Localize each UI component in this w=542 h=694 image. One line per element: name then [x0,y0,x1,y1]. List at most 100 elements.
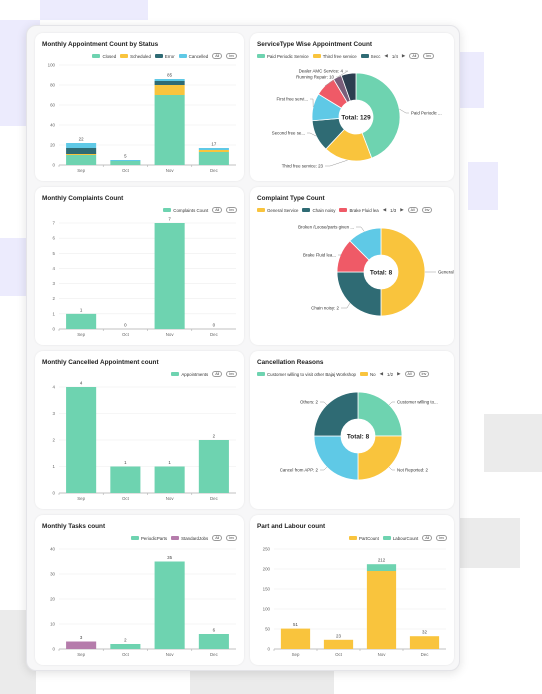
inv-button[interactable]: Inv [436,534,447,542]
chart-legend: PeriodicParts StandardJobs All Inv [130,534,237,542]
legend-item-appointments[interactable]: Appointments [171,372,208,377]
legend-item-error[interactable]: Error [154,53,175,59]
background-block [460,52,484,108]
all-button[interactable]: All [407,206,418,214]
legend-item-general-service[interactable]: General Service [257,208,298,213]
data-label: 23 [336,633,341,638]
legend-item-periodic-parts[interactable]: PeriodicParts [130,536,167,541]
inv-button[interactable]: Inv [226,52,237,60]
legend-item-closed[interactable]: Closed [92,54,116,59]
card-title: Monthly Complaints Count [42,195,124,202]
bar [323,639,354,649]
legend-item-third-free[interactable]: Third free service [312,54,357,59]
x-tick-label: Nov [166,332,175,337]
label-leader [356,226,365,232]
legend-item-part-count[interactable]: PartCount [349,536,379,541]
donut-total: Total: 129 [341,115,371,122]
all-button[interactable]: All [212,534,223,542]
legend-item-customer-willing[interactable]: Customer willing to visit other Bajaj Wo… [257,372,356,377]
legend-item-not-reported[interactable]: No [360,372,376,377]
x-tick-label: Nov [378,652,387,657]
x-tick-label: Nov [166,168,175,173]
y-tick-label: 2 [53,296,56,301]
bar [154,561,185,649]
data-label: 22 [79,137,84,142]
bar [110,644,141,649]
legend-item-second-free[interactable]: Secc [360,54,380,59]
legend-prev-icon[interactable]: ◀ [382,207,387,212]
pie-slice [357,391,403,437]
y-tick-label: 4 [53,266,56,271]
legend-item-standard-jobs[interactable]: StandardJobs [171,536,208,541]
all-button[interactable]: All [212,52,223,60]
bar [66,313,97,329]
legend-item-complaints[interactable]: Complaints Count [163,208,208,213]
legend-label: PartCount [359,535,379,541]
legend-pager: 1/3 [390,207,397,213]
bar [366,564,397,571]
inv-button[interactable]: Inv [226,206,237,214]
label-leader [388,401,395,406]
label-leader [337,70,349,78]
x-tick-label: Oct [122,168,130,173]
legend-next-icon[interactable]: ▶ [401,53,406,58]
inv-button[interactable]: Inv [421,206,433,214]
x-tick-label: Dec [421,652,430,657]
all-button[interactable]: All [212,370,223,378]
all-button[interactable]: All [409,52,420,60]
inv-button[interactable]: Inv [226,534,237,542]
label-leader [320,466,328,471]
card-title: Monthly Appointment Count by Status [42,41,159,48]
service-type-donut-chart: Paid Periodic ... Third free service: 23 S… [272,69,442,169]
legend-item-paid-periodic[interactable]: Paid Periodic Service [257,54,309,59]
inv-button[interactable]: Inv [418,370,430,378]
chart-legend: PartCount LabourCount All Inv [349,534,447,542]
background-block [460,518,520,568]
legend-item-chain-noisy[interactable]: Chain noisy [302,208,335,213]
legend-prev-icon[interactable]: ◀ [379,371,384,376]
pie-slice [355,72,401,159]
x-tick-label: Sep [292,652,300,657]
legend-next-icon[interactable]: ▶ [397,371,401,376]
cancellation-reasons-donut-chart: Customer willing to... Not Reported: 2 Can… [280,391,438,481]
slice-label: Cancel from APP: 2 [280,468,319,473]
pie-slice [357,435,403,481]
legend-next-icon[interactable]: ▶ [400,207,404,212]
data-label: 0 [124,323,127,328]
bar [198,440,229,493]
inv-button[interactable]: Inv [226,370,237,378]
legend-item-labour-count[interactable]: LabourCount [382,536,418,541]
data-label: 3 [80,635,83,640]
bar [198,150,229,152]
all-button[interactable]: All [422,534,433,542]
data-label: 1 [80,307,83,312]
pie-slice [380,227,426,317]
pie-slice [340,72,357,102]
all-button[interactable]: All [404,370,415,378]
legend-item-scheduled[interactable]: Scheduled [120,54,151,59]
data-label: 1 [124,460,127,465]
legend-label: Error [164,53,175,59]
y-tick-label: 150 [263,587,271,592]
data-label: 1 [168,460,171,465]
y-tick-label: 20 [50,143,55,148]
legend-item-brake-fluid[interactable]: Brake Fluid lea [339,207,379,213]
y-tick-label: 0 [53,163,56,168]
service-type-card: ServiceType Wise Appointment Count Paid … [250,33,454,181]
legend-label: Brake Fluid lea [349,207,379,213]
bar [154,81,185,85]
y-tick-label: 40 [50,547,55,552]
x-tick-label: Oct [122,496,130,501]
all-button[interactable]: All [212,206,223,214]
background-block [468,162,498,210]
y-tick-label: 30 [50,572,55,577]
inv-button[interactable]: Inv [423,52,435,60]
y-tick-label: 10 [50,622,55,627]
y-tick-label: 20 [50,597,55,602]
label-leader [341,302,351,309]
legend-prev-icon[interactable]: ◀ [384,53,388,58]
appointment-bar-chart: 0 20 40 60 80 100 Sep 22 Oct 5 Nov 85 Dec 17 [48,63,236,173]
legend-item-cancelled[interactable]: Cancelled [178,54,208,59]
label-leader [310,98,314,107]
background-block [484,414,542,472]
